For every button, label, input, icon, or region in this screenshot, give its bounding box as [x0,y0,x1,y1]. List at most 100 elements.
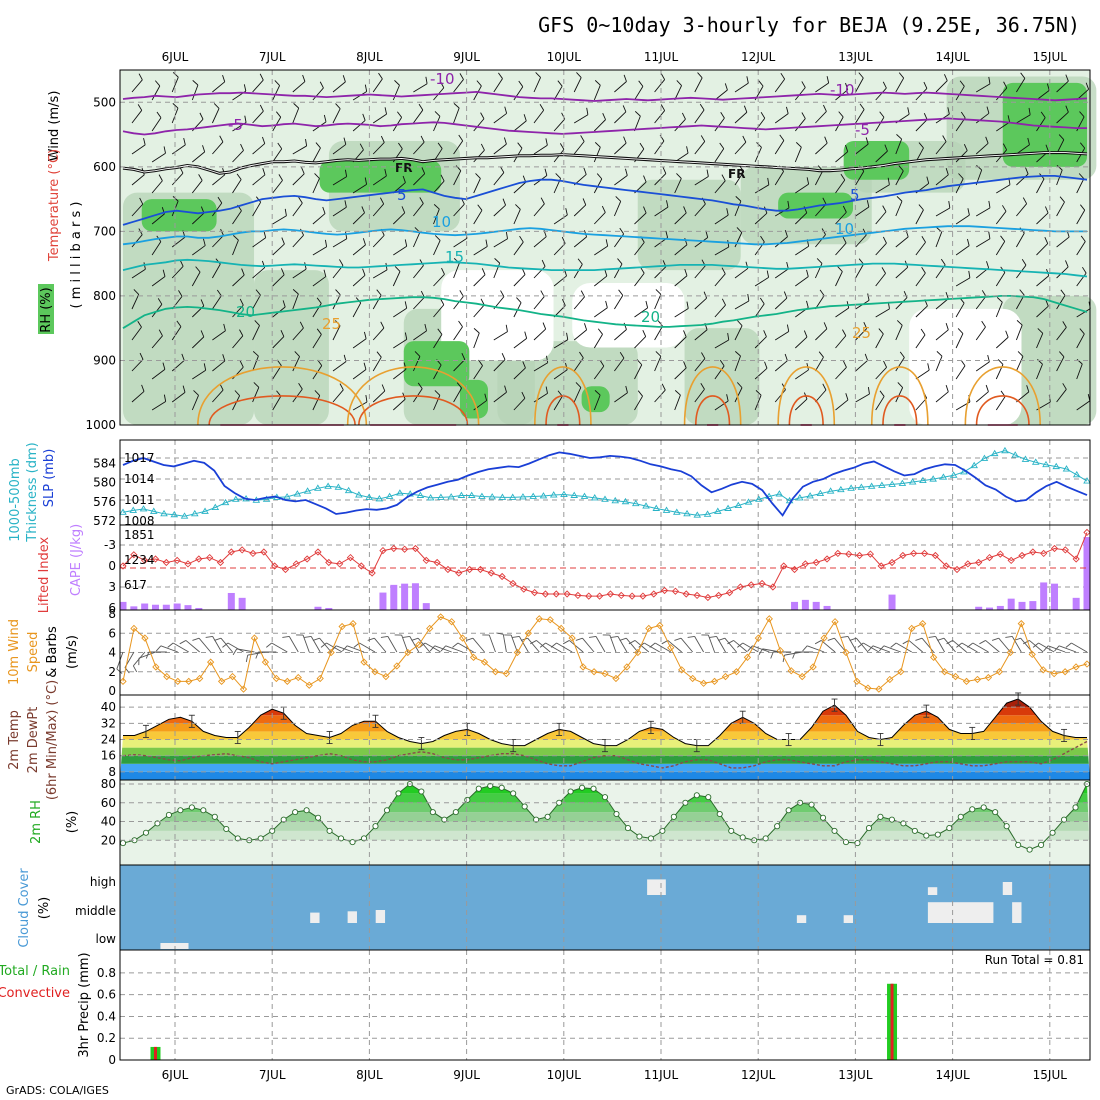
wind-marker [458,634,467,642]
isotherm--10 [122,90,1088,102]
upper-barb [835,360,847,380]
rh-marker [624,825,632,832]
thickness-marker [1042,460,1050,468]
wind10-barb [512,635,529,653]
rh-marker [315,814,322,821]
warm-contour-6-1 [975,395,1030,426]
upper-barb [855,258,864,279]
upper-barb [654,351,662,372]
slp-thickness-panel: 584 580 576 572 1017 1014 1011 1008 [93,439,1091,528]
upper-barb [433,298,445,318]
li-marker [520,585,528,593]
upper-barb [895,165,904,186]
temp-band-24 [120,731,1090,740]
ylabel-temp-c: (6hr Min/Max) (°C) [45,680,60,800]
thickness-marker [416,491,425,498]
li-marker [465,565,474,574]
slp-tick-0: 1017 [124,451,155,465]
bottom-date-4: 10JUL [547,1068,582,1082]
li-marker [195,555,203,563]
precip-tick-3: 0.2 [97,1031,116,1045]
cape-bar [1072,597,1080,610]
wind-marker [809,663,817,671]
wind-marker [864,684,872,692]
upper-barb [734,227,743,248]
rh-marker [349,839,356,846]
upper-barb [1056,196,1065,217]
thickness-marker [211,503,220,510]
wind-marker [360,658,368,666]
wind10-barb [380,635,398,653]
upper-barb [372,107,387,124]
upper-barb [754,177,770,194]
upper-barb [473,173,481,194]
cloud-middle-block-4 [843,915,854,923]
wind-marker [1006,648,1014,657]
upper-barb [875,328,884,349]
rh-marker [900,820,907,827]
wind-marker [1028,650,1036,659]
precip-bars [150,983,898,1060]
thickness-marker [662,506,671,513]
rh-marker [716,810,723,818]
upper-barb [935,323,949,341]
upper-barb [352,206,365,225]
cloud-middle-block-6 [1012,902,1022,923]
upper-barb [392,266,401,287]
upper-barb [955,80,965,101]
cape-bar [411,583,419,610]
rh-marker [1026,846,1033,853]
ylabel-cloud-b: (%) [37,897,52,920]
upper-barb [312,328,322,349]
upper-barb [895,382,904,403]
upper-barb [694,169,709,186]
upper-barb [975,106,990,124]
warm-contour-5-1 [882,395,918,426]
upper-barb [412,351,421,372]
li-marker [379,546,387,555]
precip-panel: 0.8 0.6 0.4 0.2 0 Run Total = 0.81 [97,949,1091,1067]
thickness-marker [939,473,948,480]
li-marker [736,583,745,591]
upper-barb [815,289,825,310]
upper-barb [754,330,767,349]
upper-barb [674,330,687,349]
rh-marker [911,827,918,834]
upper-barb [835,144,849,163]
rh-marker [326,827,333,834]
upper-barb [734,196,742,217]
wind10-barb [312,637,332,653]
wind10-barb [878,645,901,653]
rh-marker [1038,841,1045,848]
wind10-barb [928,635,945,653]
li-marker [715,591,723,600]
upper-barb [1056,74,1069,93]
upper-barb [754,270,770,287]
upper-barb [413,135,425,155]
upper-barb [915,81,928,101]
upper-barb [1016,167,1029,186]
upper-barb [272,174,283,194]
upper-barb [553,80,563,101]
li-marker [855,551,864,560]
lifted-tick-1: 0 [108,559,116,573]
pressure-tick-5: 1000 [85,418,116,432]
upper-barb [614,351,625,372]
rh-clear-0 [441,270,554,361]
upper-barb [674,80,682,101]
upper-barb [714,394,729,411]
wind-marker [1017,619,1025,628]
upper-barb [815,76,830,93]
thickness-marker [949,471,958,478]
upper-barb [754,361,768,380]
pressure-ticks: 500 600 700 800 900 1000 [85,95,116,432]
thickness-marker [324,482,332,489]
temp-errbar [326,730,333,745]
li-marker [1050,544,1059,553]
upper-barb [413,103,424,124]
ylabel-thickness-a: 1000-500mb [8,458,23,542]
rh-marker [670,813,677,820]
wind-marker [371,668,379,676]
upper-barb [594,269,608,287]
upper-barb [674,390,681,411]
